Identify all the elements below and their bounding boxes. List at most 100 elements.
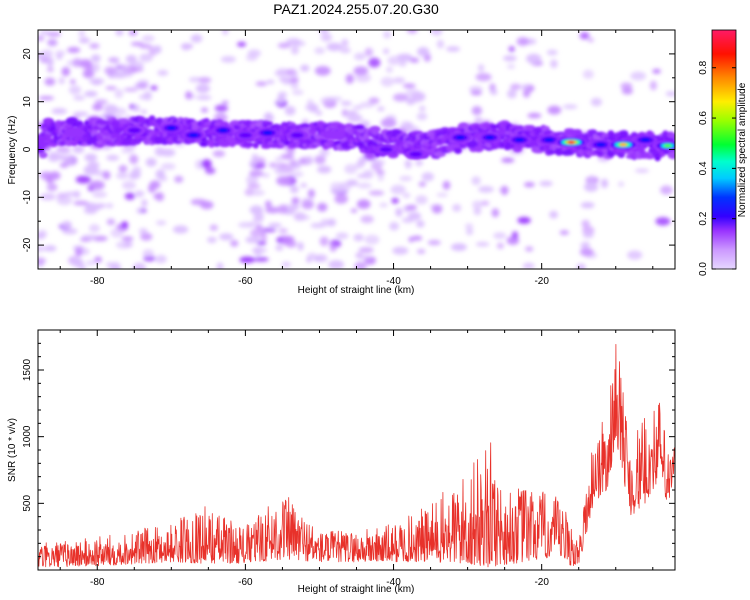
heatmap-cell — [300, 64, 310, 72]
heatmap-cell — [508, 46, 515, 53]
heatmap-cell — [389, 221, 400, 231]
heatmap-cell — [121, 221, 129, 229]
snr-y-ticks: 500 1000 1500 — [22, 342, 675, 558]
heatmap-cell — [393, 77, 406, 84]
heatmap-cell — [138, 228, 148, 235]
heatmap-cell — [239, 256, 256, 264]
heatmap-cell — [251, 153, 259, 164]
heatmap-cell — [450, 243, 467, 252]
heatmap-cell — [89, 180, 105, 190]
heatmap-cell — [360, 215, 374, 224]
heatmap-cell — [157, 69, 169, 76]
heatmap-cell — [63, 156, 74, 165]
heatmap-cell — [72, 145, 85, 154]
heatmap-cell — [209, 224, 218, 231]
heatmap-cell — [135, 190, 144, 198]
heatmap-cell — [53, 155, 67, 159]
heatmap-cell — [46, 57, 54, 67]
heatmap-cell — [249, 228, 266, 238]
heatmap-cell — [478, 186, 494, 193]
heatmap-cell — [290, 83, 299, 89]
heatmap-cell — [181, 43, 191, 51]
heatmap-cell — [51, 108, 67, 115]
heatmap-cell — [153, 193, 162, 200]
heatmap-cell — [61, 66, 71, 77]
heatmap-cell — [507, 89, 517, 99]
heatmap-cell — [88, 77, 105, 85]
heatmap-cell — [85, 260, 96, 266]
heatmap-cell — [330, 187, 346, 193]
heatmap-cell — [383, 48, 390, 55]
heatmap-cell — [290, 202, 300, 211]
heatmap-cell — [383, 31, 392, 39]
heatmap-cell — [81, 234, 98, 239]
heatmap-cell — [500, 185, 509, 196]
y-tick-label: 500 — [22, 495, 33, 512]
y-tick-label: 1500 — [22, 358, 33, 381]
heatmap-cell — [539, 180, 553, 187]
heatmap-cell — [291, 71, 299, 80]
heatmap-cell — [46, 66, 54, 73]
heatmap-cell — [275, 156, 282, 162]
heatmap-cell — [196, 95, 212, 100]
heatmap-cell — [406, 204, 418, 211]
heatmap-cell — [46, 183, 58, 192]
heatmap-peak — [455, 135, 466, 140]
heatmap-cell — [354, 124, 365, 130]
heatmap-cell — [102, 170, 111, 180]
heatmap-cell — [207, 236, 217, 244]
heatmap-cell — [335, 232, 349, 240]
heatmap-cell — [406, 30, 418, 34]
y-tick-label: 0 — [22, 146, 33, 152]
heatmap-cell — [61, 228, 78, 235]
heatmap-peak — [595, 142, 607, 147]
heatmap-cell — [416, 112, 428, 121]
heatmap-cell — [310, 222, 326, 229]
heatmap-cell — [590, 97, 603, 107]
heatmap-cell — [314, 47, 326, 55]
heatmap-cell — [73, 200, 89, 206]
heatmap-cell — [396, 54, 412, 59]
heatmap-cell — [511, 231, 519, 240]
heatmap-cell — [370, 159, 386, 167]
heatmap-cell — [527, 112, 542, 119]
heatmap-cell — [319, 236, 329, 247]
heatmap-cell — [354, 52, 366, 61]
heatmap-cell — [368, 190, 385, 196]
heatmap-cell — [67, 47, 81, 53]
heatmap-cell — [47, 39, 57, 46]
heatmap-cell — [245, 54, 258, 62]
heatmap-cell — [387, 55, 401, 66]
heatmap-cell — [249, 170, 264, 177]
heatmap-peak — [484, 135, 495, 140]
heatmap-cell — [150, 85, 158, 91]
heatmap-cell — [473, 207, 482, 216]
heatmap-cell — [39, 141, 48, 149]
heatmap-cell — [121, 149, 135, 154]
heatmap-cell — [328, 260, 345, 269]
heatmap-cell — [308, 103, 319, 113]
heatmap-cell — [111, 71, 127, 79]
heatmap-cell — [510, 83, 522, 91]
heatmap-cell — [140, 208, 147, 214]
heatmap-cell — [266, 79, 275, 84]
x-tick-label: -20 — [534, 577, 549, 588]
heatmap-cell — [399, 175, 413, 182]
heatmap-cell — [562, 104, 578, 110]
x-tick-label: -80 — [90, 577, 105, 588]
heatmap-cell — [344, 164, 358, 174]
heatmap-cell — [105, 86, 117, 91]
snr-y-label: SNR (10 * v/v) — [7, 418, 18, 482]
heatmap-cell — [220, 56, 236, 63]
heatmap-cell — [65, 117, 78, 125]
heatmap-peak — [188, 133, 199, 138]
heatmap-cell — [307, 189, 315, 198]
heatmap-cell — [38, 257, 47, 265]
heatmap-cell — [362, 169, 374, 179]
heatmap-cell — [114, 88, 124, 99]
heatmap-cell — [547, 105, 562, 115]
heatmap-cell — [253, 212, 265, 220]
heatmap-cell — [121, 236, 134, 241]
heatmap-cell — [315, 110, 323, 116]
heatmap-cell — [118, 118, 129, 124]
